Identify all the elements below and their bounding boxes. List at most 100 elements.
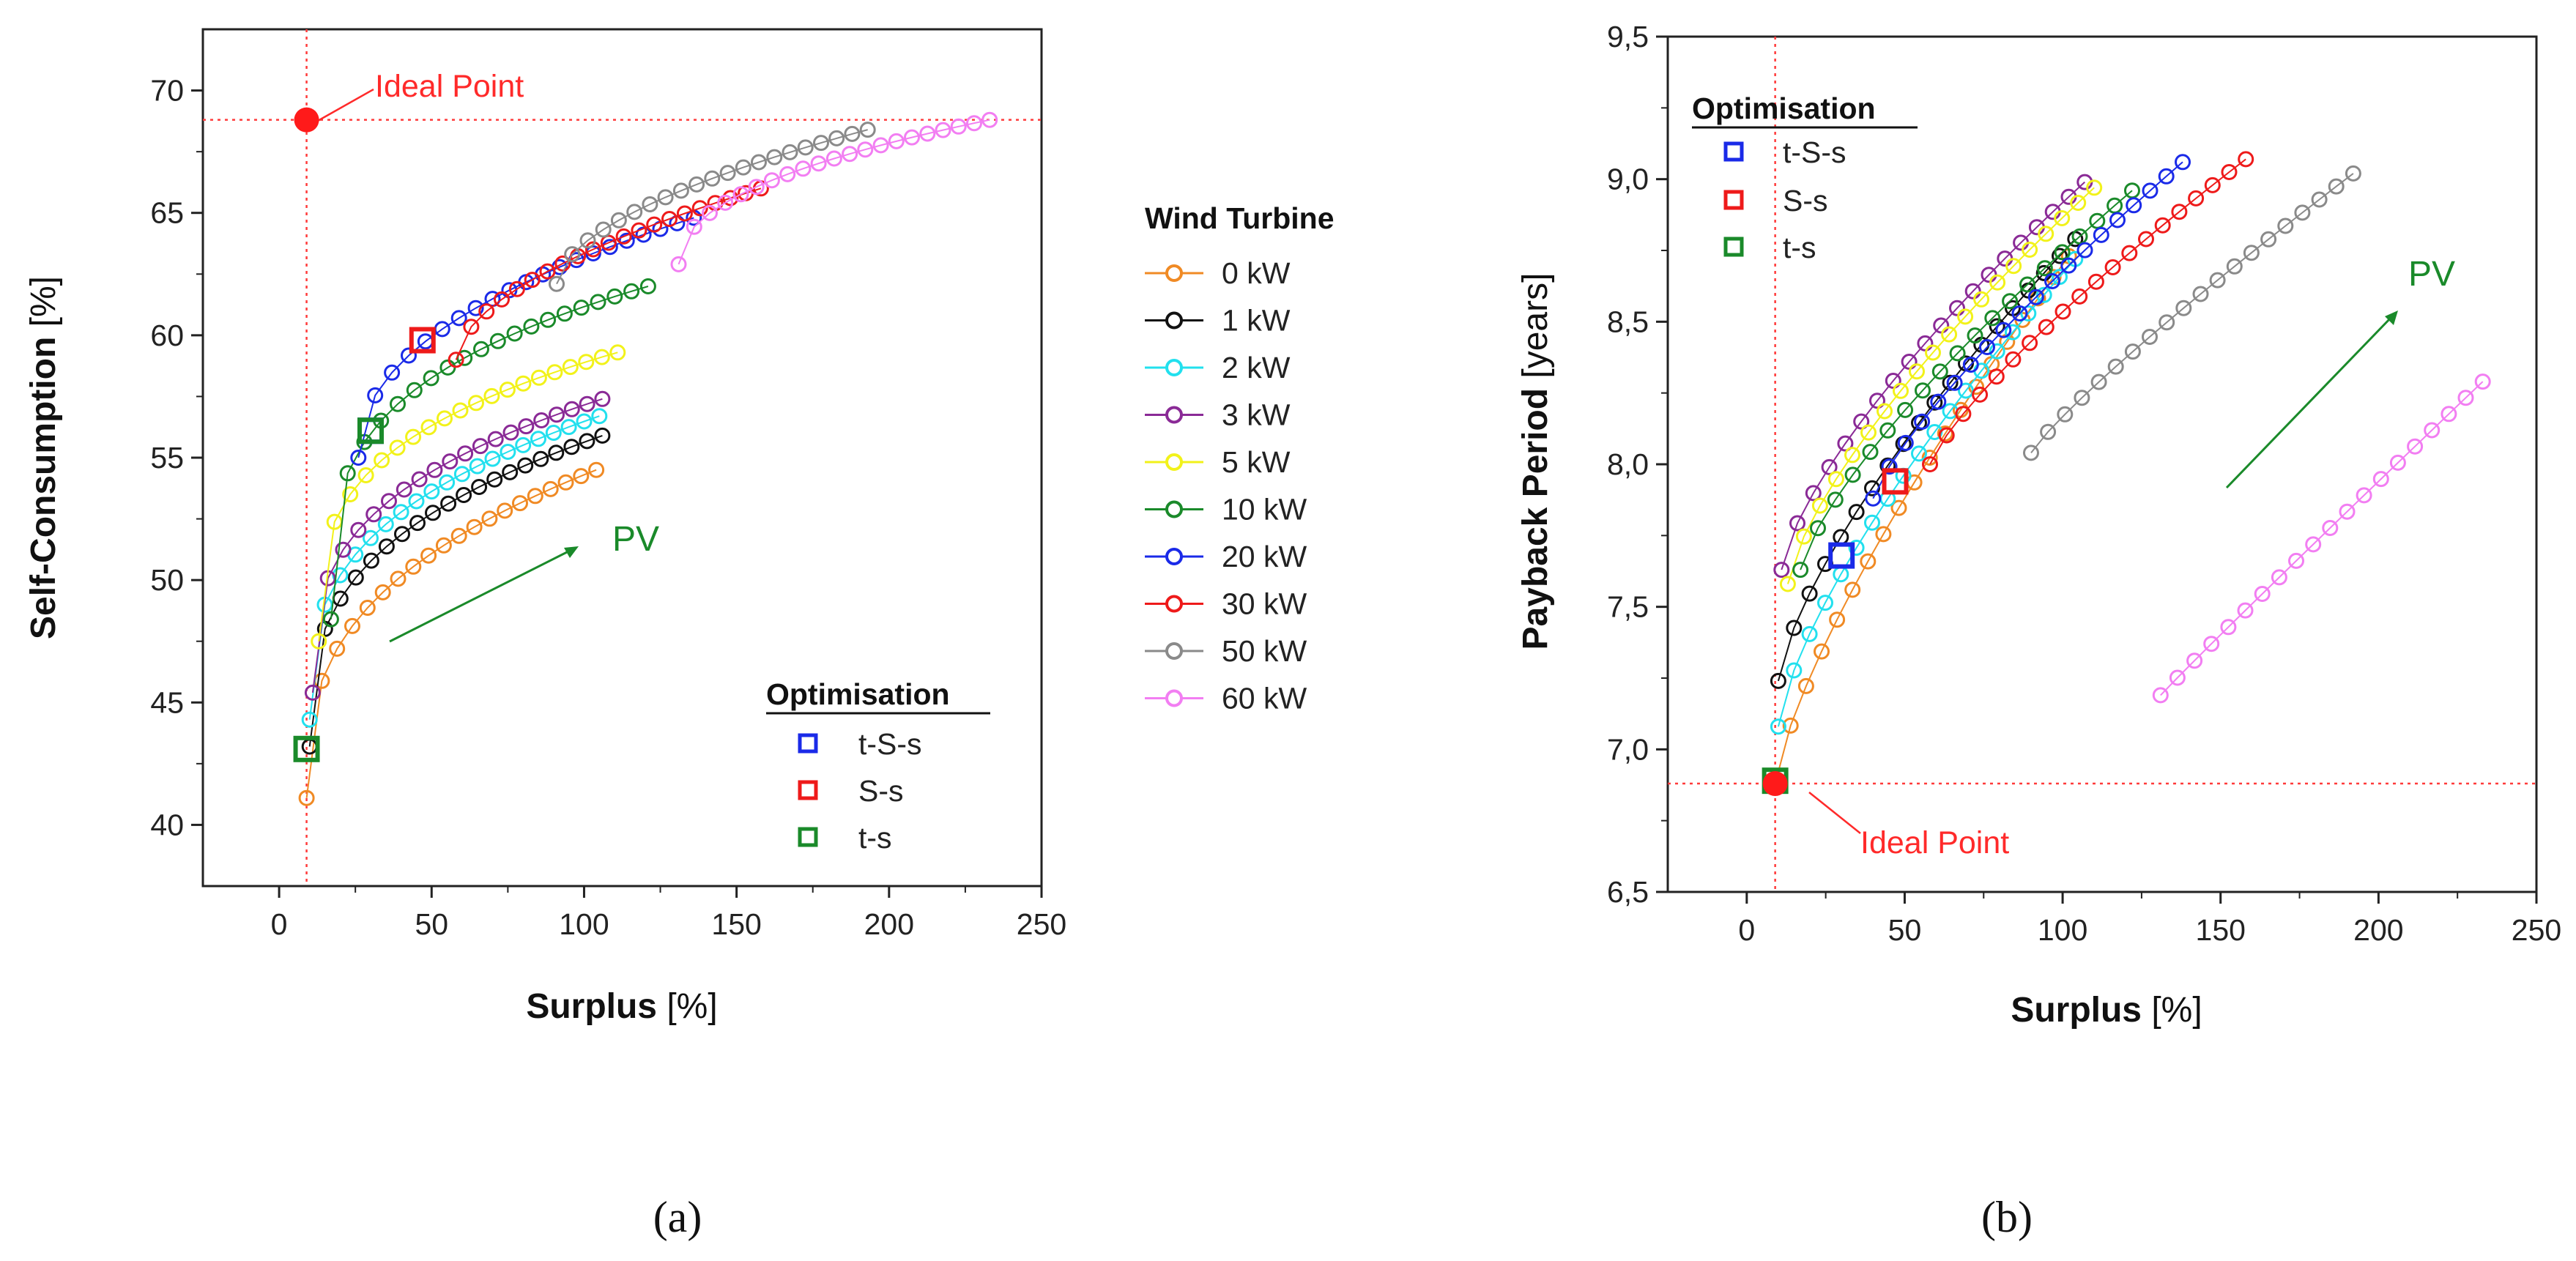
data-point-b-0-1 xyxy=(1782,717,1799,734)
data-point-b-7-7 xyxy=(2038,319,2055,335)
data-point-a-5-16 xyxy=(590,294,606,310)
y-axis-title-b: Payback Period [years] xyxy=(1516,273,1555,650)
data-point-a-8-14 xyxy=(766,149,783,165)
ideal-point-marker-a xyxy=(294,107,319,133)
data-point-b-3-0 xyxy=(1773,562,1790,579)
ticks-a: 0 50 100 150 200 250 40 45 50 55 60 65 70 xyxy=(150,74,1066,941)
legend-wind-marker-6 xyxy=(1165,548,1183,565)
data-point-a-0-8 xyxy=(420,547,437,564)
data-point-b-1-11 xyxy=(1942,374,1959,391)
legend-opt-label-b-2: t-s xyxy=(1783,231,1816,264)
data-point-b-8-5 xyxy=(2107,358,2124,375)
data-point-b-3-3 xyxy=(1821,458,1838,475)
data-point-b-7-0 xyxy=(1922,456,1938,472)
data-point-b-2-9 xyxy=(1911,445,1927,462)
data-point-b-1-0 xyxy=(1770,672,1786,689)
legend-wind-label-6: 20 kW xyxy=(1222,540,1307,573)
data-point-b-5-5 xyxy=(1879,422,1896,439)
data-point-b-5-3 xyxy=(1844,466,1861,483)
data-point-a-1-15 xyxy=(532,450,549,467)
data-point-b-8-11 xyxy=(2209,272,2226,289)
data-point-a-5-5 xyxy=(406,382,423,398)
data-point-b-0-10 xyxy=(1921,450,1938,466)
data-point-b-7-17 xyxy=(2204,176,2221,193)
data-point-a-8-10 xyxy=(704,170,721,187)
data-point-a-1-10 xyxy=(456,487,472,503)
data-point-a-3-16 xyxy=(549,406,565,423)
legend-opt-marker-b-0 xyxy=(1723,141,1744,162)
data-point-b-9-11 xyxy=(2339,503,2356,520)
data-point-a-7-2 xyxy=(478,303,495,320)
data-point-a-1-13 xyxy=(502,464,519,480)
data-point-b-9-14 xyxy=(2389,454,2406,471)
optimisation-legend-title-a: Optimisation xyxy=(766,677,950,711)
data-point-a-2-12 xyxy=(484,450,501,467)
x-tick-label-b-2: 100 xyxy=(2038,913,2087,947)
optimisation-markers-a xyxy=(293,327,436,762)
data-point-a-1-5 xyxy=(378,538,395,555)
data-point-b-6-1 xyxy=(1881,458,1898,475)
data-point-a-7-3 xyxy=(494,291,510,308)
data-point-a-1-4 xyxy=(363,552,379,569)
data-point-b-8-9 xyxy=(2175,300,2192,316)
data-point-b-6-10 xyxy=(2027,289,2044,305)
data-point-a-4-18 xyxy=(593,349,610,365)
ideal-point-marker-b xyxy=(1762,771,1788,797)
data-point-a-2-10 xyxy=(453,466,470,483)
x-axis-title-unit-a: [%] xyxy=(657,987,718,1026)
data-point-a-6-2 xyxy=(384,364,401,381)
data-point-a-7-4 xyxy=(508,280,525,297)
legend-wind-label-9: 60 kW xyxy=(1222,682,1307,715)
data-point-a-0-13 xyxy=(497,502,513,519)
x-tick-label-a-5: 250 xyxy=(1017,907,1066,941)
data-point-a-3-13 xyxy=(502,424,519,441)
data-point-b-5-0 xyxy=(1792,562,1809,579)
data-point-b-9-5 xyxy=(2237,602,2254,619)
optimisation-marker-b-0 xyxy=(1828,542,1855,569)
data-point-b-2-3 xyxy=(1817,595,1833,611)
data-point-a-1-9 xyxy=(440,495,457,512)
data-point-b-8-12 xyxy=(2226,258,2243,275)
series-line-b-1 xyxy=(1777,238,2076,682)
legend-wind-marker-8 xyxy=(1165,642,1183,660)
x-tick-label-b-5: 250 xyxy=(2512,913,2561,947)
data-point-b-8-1 xyxy=(2040,423,2057,440)
data-point-b-9-0 xyxy=(2152,687,2169,704)
data-point-b-8-13 xyxy=(2243,245,2260,261)
series-a-2-kw xyxy=(301,408,608,728)
data-point-b-0-3 xyxy=(1814,643,1830,660)
data-point-a-7-9 xyxy=(584,241,601,258)
data-point-a-9-9 xyxy=(810,155,827,172)
data-point-b-7-19 xyxy=(2238,151,2254,168)
data-point-a-8-6 xyxy=(642,196,658,212)
data-point-a-1-17 xyxy=(563,439,580,455)
series-b-0-kw xyxy=(1767,248,2077,792)
y-tick-label-b-4: 8,5 xyxy=(1607,305,1649,338)
wind-turbine-legend-items: 0 kW 1 kW 2 kW 3 kW 5 kW 10 kW 20 kW 30 kW 50 kW… xyxy=(1145,256,1307,715)
data-point-b-6-6 xyxy=(1962,357,1979,373)
data-point-b-3-4 xyxy=(1837,435,1854,452)
data-point-b-4-1 xyxy=(1795,528,1812,545)
data-point-a-0-16 xyxy=(542,480,559,497)
data-point-a-5-4 xyxy=(390,395,406,412)
data-point-a-2-6 xyxy=(393,504,409,521)
data-point-a-9-20 xyxy=(981,111,998,128)
legend-opt-label-a-0: t-S-s xyxy=(858,727,922,761)
data-point-b-5-4 xyxy=(1862,444,1879,461)
data-point-a-1-7 xyxy=(409,515,426,532)
optimisation-marker-b-1 xyxy=(1882,468,1909,495)
data-point-b-3-1 xyxy=(1789,515,1805,532)
data-point-b-6-15 xyxy=(2109,212,2126,228)
data-point-a-4-7 xyxy=(420,419,437,436)
data-point-b-9-18 xyxy=(2457,390,2474,406)
series-b-60-kw xyxy=(2152,373,2491,704)
data-point-a-0-3 xyxy=(344,617,360,634)
series-line-b-0 xyxy=(1774,256,2070,784)
data-point-b-4-6 xyxy=(1877,403,1893,420)
ideal-point-leader-b xyxy=(1808,792,1861,834)
data-point-b-0-8 xyxy=(1890,499,1907,516)
data-point-b-3-6 xyxy=(1869,393,1885,409)
y-tick-label-b-6: 9,5 xyxy=(1607,20,1649,53)
data-point-b-6-9 xyxy=(2011,305,2028,321)
data-point-b-2-16 xyxy=(2020,305,2037,321)
